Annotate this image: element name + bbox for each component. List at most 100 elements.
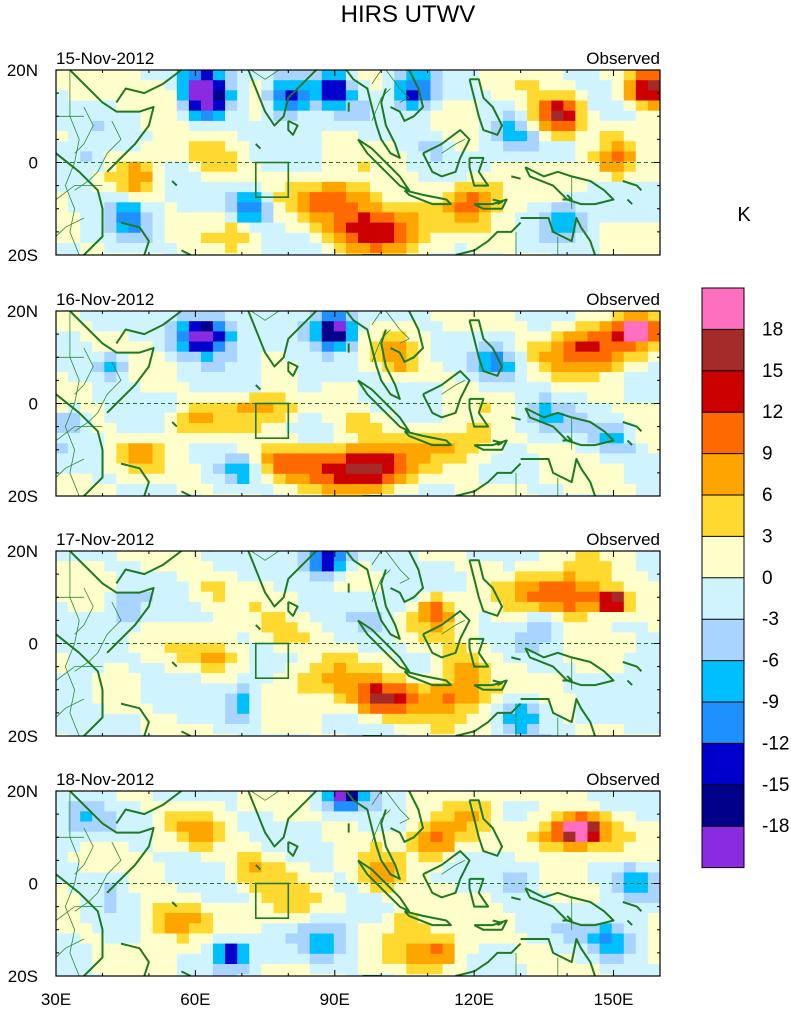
field-cell [370,484,383,495]
field-cell [128,974,142,976]
field-cell [539,622,552,633]
field-cell [261,724,275,735]
field-cell [261,734,275,736]
field-cell [80,192,93,203]
field-cell [176,192,190,203]
field-cell [164,361,178,373]
field-cell [611,673,625,684]
field-cell [104,892,117,904]
field-cell [478,821,492,833]
field-cell [358,811,371,823]
field-cell [297,412,311,424]
field-cell [611,882,625,894]
field-cell [92,453,105,465]
panel-label: Observed [586,49,660,68]
coastline [69,311,155,414]
coastlines [56,70,643,255]
field-cell [92,80,105,91]
field-cell [515,192,528,203]
field-cell [309,943,323,955]
field-cell [515,571,528,583]
field-cell [660,704,673,715]
field-cell [152,151,166,163]
field-cell [321,361,335,373]
field-cell [56,632,69,644]
field-cell [382,181,395,193]
field-cell [418,601,432,613]
field-cell [430,392,444,404]
field-cell [128,841,142,853]
field-cell [333,243,347,254]
field-cell [575,734,589,736]
field-cell [201,673,214,684]
field-cell [237,713,250,725]
field-cell [104,422,117,434]
field-cell [551,801,564,812]
field-cell [563,791,577,802]
field-cell [563,243,577,254]
coastline [345,551,401,640]
field-cell [333,161,347,173]
field-cell [164,192,178,203]
field-cell [104,372,117,383]
field-cell [418,642,432,654]
field-cell [635,693,649,705]
field-cell [382,473,395,485]
field-cell [394,713,407,725]
field-cell [309,202,323,214]
field-cell [660,372,673,383]
field-cell [551,852,564,863]
field-cell [128,453,142,465]
field-cell [587,402,601,414]
field-cell [237,652,250,664]
field-cell [68,412,81,424]
field-cell [309,581,323,593]
field-cell [140,913,154,924]
field-cell [249,974,262,976]
field-cell [466,673,480,684]
field-cell [370,321,383,332]
field-cell [309,953,323,965]
field-cell [321,202,335,214]
field-cell [213,321,226,332]
field-cell [104,392,117,404]
field-cell [466,551,480,562]
field-cell [68,253,81,255]
field-cell [345,673,359,684]
field-cell [527,311,540,322]
field-cell [394,311,407,322]
field-cell [176,331,190,343]
field-cell [249,443,262,455]
field-cell [273,581,287,593]
field-cell [382,801,395,812]
field-cell [188,923,202,935]
field-cell [575,612,589,623]
field-cell [647,351,660,363]
field-cell [635,852,649,863]
field-cell [321,683,335,695]
field-cell [466,791,480,802]
field-cell [80,412,93,424]
field-cell [599,372,613,383]
field-cell [345,964,359,975]
field-cell [285,551,299,562]
field-cell [333,974,347,976]
field-cell [623,872,637,884]
field-cell [503,953,516,965]
field-cell [442,591,456,603]
field-cell [623,551,637,562]
field-cell [68,463,81,475]
field-cell [358,882,371,894]
field-cell [176,120,190,132]
field-cell [273,571,287,583]
field-cell [466,801,480,812]
field-cell [599,181,613,193]
field-cell [418,331,432,343]
field-cell [273,331,287,343]
field-cell [68,622,81,633]
field-cell [527,181,540,193]
field-cell [527,734,540,736]
field-cell [164,882,178,894]
field-cell [358,622,371,633]
field-cell [201,243,214,254]
